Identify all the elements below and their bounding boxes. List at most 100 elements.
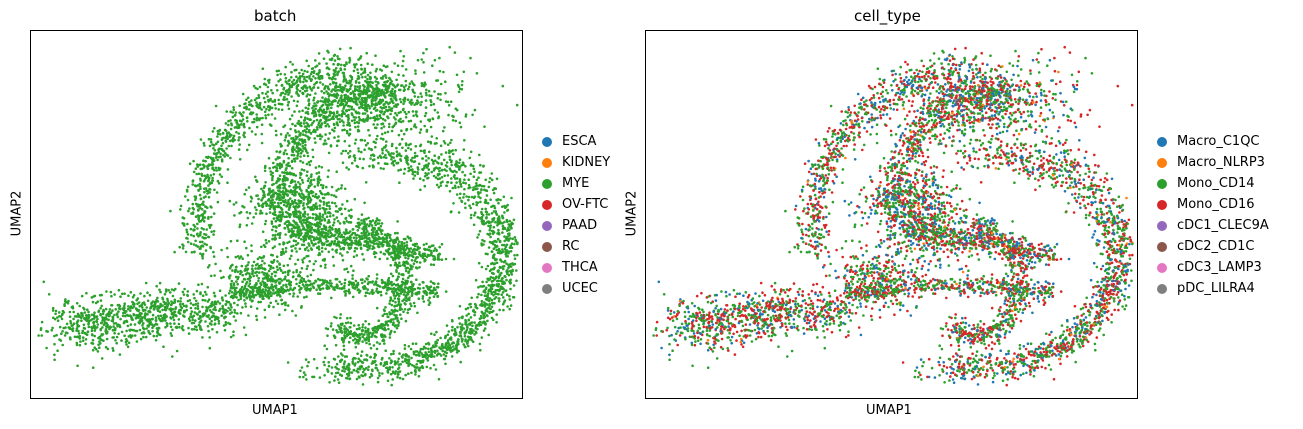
scatter-point xyxy=(216,140,220,144)
scatter-point xyxy=(232,284,236,287)
scatter-point xyxy=(330,282,333,285)
scatter-point xyxy=(374,330,377,334)
scatter-point xyxy=(42,280,46,284)
scatter-point xyxy=(408,236,412,240)
scatter-point xyxy=(340,152,343,155)
scatter-point xyxy=(355,327,359,331)
scatter-point xyxy=(282,161,286,164)
scatter-point xyxy=(365,51,369,55)
scatter-point xyxy=(272,260,275,264)
scatter-point xyxy=(177,318,181,321)
scatter-point xyxy=(230,123,234,127)
scatter-point xyxy=(409,280,413,284)
scatter-point xyxy=(371,95,374,99)
scatter-point xyxy=(332,62,335,66)
scatter-point xyxy=(315,80,319,84)
scatter-point xyxy=(212,173,216,176)
scatter-point xyxy=(324,212,327,215)
scatter-point xyxy=(335,189,338,192)
scatter-point xyxy=(306,179,310,183)
scatter-point xyxy=(56,319,60,323)
scatter-point xyxy=(204,187,208,190)
chart-title: batch xyxy=(254,7,297,25)
scatter-point xyxy=(278,165,282,169)
scatter-point xyxy=(120,330,124,334)
scatter-point xyxy=(252,260,256,264)
scatter-point xyxy=(414,110,418,113)
scatter-point xyxy=(122,308,126,312)
scatter-point xyxy=(203,290,207,294)
scatter-point xyxy=(91,300,95,304)
scatter-point xyxy=(280,208,284,211)
scatter-point xyxy=(382,112,386,116)
scatter-point xyxy=(193,327,196,331)
scatter-point xyxy=(358,100,362,104)
scatter-point xyxy=(76,312,80,316)
scatter-point xyxy=(191,183,194,186)
scatter-point xyxy=(332,264,336,267)
scatter-point xyxy=(280,144,283,148)
scatter-point xyxy=(398,261,401,264)
scatter-point xyxy=(290,70,293,74)
scatter-point xyxy=(301,161,305,164)
scatter-point xyxy=(266,85,270,89)
scatter-point xyxy=(166,303,170,307)
scatter-point xyxy=(296,84,300,87)
scatter-point xyxy=(207,195,211,199)
scatter-point xyxy=(305,79,308,83)
scatter-point xyxy=(283,139,287,142)
scatter-point xyxy=(303,84,306,87)
scatter-point xyxy=(281,190,285,193)
scatter-point xyxy=(216,179,220,183)
scatter-point xyxy=(261,91,264,95)
scatter-point xyxy=(192,234,196,238)
scatter-point xyxy=(280,196,283,199)
scatter-point xyxy=(202,179,206,183)
scatter-point xyxy=(218,173,222,176)
scatter-point xyxy=(317,52,321,55)
scatter-point xyxy=(327,114,331,117)
scatter-point xyxy=(95,315,98,319)
scatter-point xyxy=(169,291,172,294)
scatter-point xyxy=(75,329,78,332)
scatter-point xyxy=(382,75,385,78)
scatter-point xyxy=(216,200,220,204)
scatter-point xyxy=(220,144,223,148)
scatter-point xyxy=(112,349,115,352)
scatter-point xyxy=(345,81,349,85)
scatter-point xyxy=(290,227,294,231)
scatter-point xyxy=(376,237,380,241)
scatter-point xyxy=(210,319,213,323)
scatter-point xyxy=(331,76,335,80)
scatter-point xyxy=(375,86,379,89)
scatter-point xyxy=(353,159,357,162)
scatter-point xyxy=(330,100,334,104)
scatter-point xyxy=(137,309,140,313)
scatter-point xyxy=(219,269,222,273)
scatter-point xyxy=(312,286,316,289)
scatter-point xyxy=(431,117,435,121)
scatter-point xyxy=(230,144,233,148)
scatter-point xyxy=(335,216,339,219)
scatter-point xyxy=(61,343,64,347)
scatter-point xyxy=(358,112,361,115)
scatter-point xyxy=(254,263,258,267)
scatter-point xyxy=(197,189,200,192)
scatter-point xyxy=(333,239,337,243)
scatter-point xyxy=(292,153,296,157)
scatter-point xyxy=(247,143,251,147)
scatter-point xyxy=(390,283,394,287)
scatter-point xyxy=(278,282,281,285)
scatter-point xyxy=(306,230,310,233)
scatter-point xyxy=(145,327,148,330)
scatter-point xyxy=(278,266,282,270)
scatter-point xyxy=(143,303,147,306)
scatter-point xyxy=(393,62,397,65)
scatter-point xyxy=(431,64,434,67)
scatter-point xyxy=(375,287,379,291)
scatter-point xyxy=(245,188,248,192)
scatter-point xyxy=(146,291,149,295)
scatter-point xyxy=(284,303,287,307)
scatter-point xyxy=(264,92,268,96)
scatter-point xyxy=(255,287,259,290)
